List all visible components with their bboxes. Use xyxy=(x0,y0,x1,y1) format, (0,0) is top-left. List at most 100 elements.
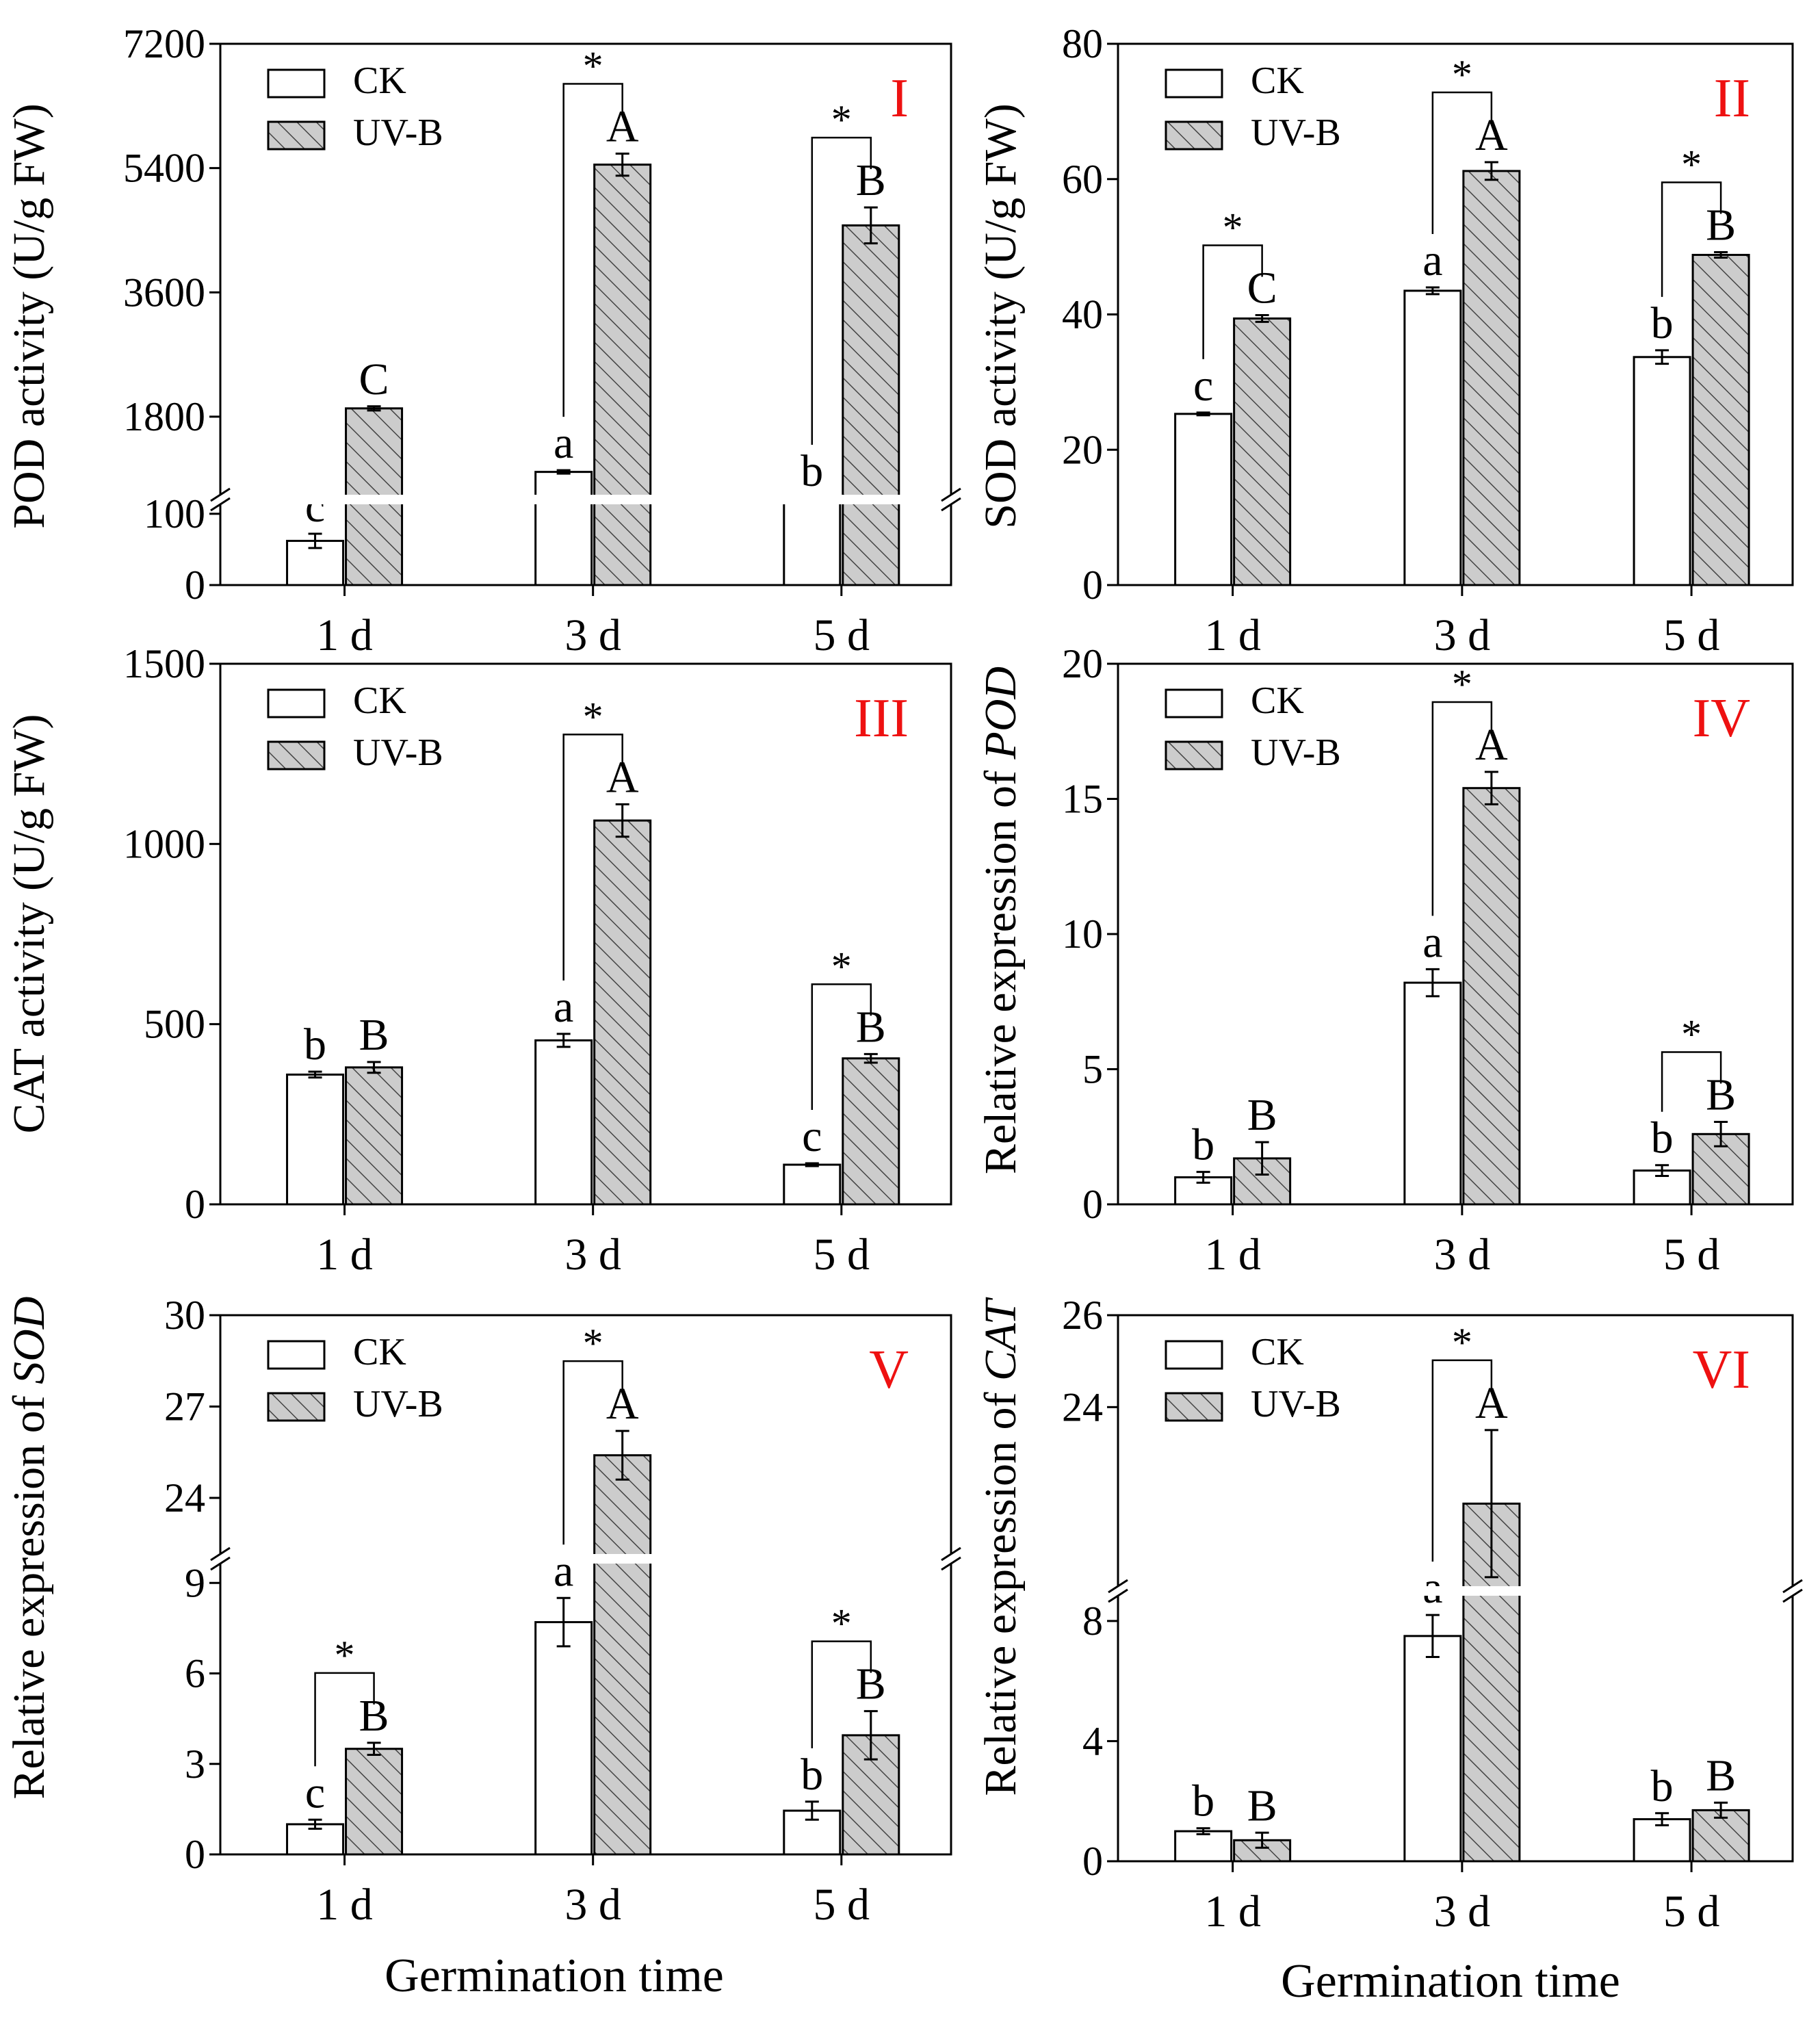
axis-break-mark xyxy=(210,487,231,502)
legend-swatch-ck xyxy=(1165,68,1223,99)
y-axis-label-panel-4-prefix: Relative expression of xyxy=(976,759,1026,1174)
legend-swatch-uvb xyxy=(267,1392,326,1422)
bar-uvb-0 xyxy=(345,1066,404,1206)
y-tick-label: 0 xyxy=(1082,562,1103,608)
bar-uvb-2 xyxy=(842,1057,900,1206)
axis-break-mark xyxy=(210,497,231,512)
y-axis-label-panel-6-prefix: Relative expression of xyxy=(976,1381,1026,1796)
axis-break-mark xyxy=(210,1556,231,1571)
y-tick-label: 0 xyxy=(185,562,205,608)
panel-label: IV xyxy=(1693,688,1750,749)
significance-letter: a xyxy=(554,1546,573,1596)
axis-break-mark xyxy=(210,1546,231,1562)
legend-label-ck: CK xyxy=(1251,679,1304,722)
y-tick-label: 24 xyxy=(164,1475,205,1520)
legend-swatch-ck xyxy=(1165,688,1223,718)
bar-uvb-2 xyxy=(1691,1809,1750,1863)
axis-break-gap xyxy=(223,1554,948,1564)
y-axis-label-panel-6: Relative expression of CAT xyxy=(976,1297,1026,1796)
bar-uvb-0 xyxy=(345,1748,404,1856)
y-tick-label: 5400 xyxy=(123,146,205,191)
significance-letter: c xyxy=(1193,361,1213,411)
y-tick-label: 27 xyxy=(164,1384,205,1429)
significance-star: * xyxy=(1452,1320,1472,1365)
significance-star: * xyxy=(1452,662,1472,707)
y-axis-label-panel-5-prefix: Relative expression of xyxy=(4,1384,54,1800)
significance-letter: b xyxy=(1192,1776,1214,1826)
y-tick-label: 9 xyxy=(185,1560,205,1605)
significance-bracket xyxy=(1661,181,1722,297)
x-tick-label: 5 d xyxy=(814,610,870,660)
significance-star: * xyxy=(831,944,852,989)
x-tick-label: 5 d xyxy=(1663,1887,1720,1937)
legend-label-uvb: UV-B xyxy=(1251,112,1341,154)
x-tick-label: 3 d xyxy=(1434,1230,1491,1280)
y-tick-label: 0 xyxy=(185,1182,205,1227)
significance-bracket xyxy=(1431,91,1493,234)
significance-letter: b xyxy=(1651,1113,1674,1163)
x-tick-label: 1 d xyxy=(1204,1230,1261,1280)
x-tick-label: 3 d xyxy=(1434,1887,1491,1937)
y-axis-label-panel-5: Relative expression of SOD xyxy=(4,1297,54,1800)
significance-star: * xyxy=(1223,205,1243,250)
x-tick-label: 1 d xyxy=(1204,610,1261,660)
legend-label-ck: CK xyxy=(353,60,406,102)
bar-ck-1 xyxy=(534,1039,593,1206)
significance-bracket xyxy=(562,734,623,981)
axis-break-mark xyxy=(941,497,961,512)
y-tick-label: 15 xyxy=(1062,777,1103,822)
y-tick-label: 60 xyxy=(1062,157,1103,202)
significance-star: * xyxy=(831,1601,852,1646)
legend-label-uvb: UV-B xyxy=(353,112,443,154)
bar-uvb-1 xyxy=(1462,170,1521,586)
axis-break-mark xyxy=(1108,1579,1128,1594)
y-tick-label: 20 xyxy=(1062,641,1103,686)
significance-letter: B xyxy=(1247,1090,1277,1140)
significance-bracket xyxy=(1202,244,1263,359)
significance-letter: a xyxy=(1422,917,1442,967)
y-tick-label: 500 xyxy=(144,1002,205,1047)
significance-letter: C xyxy=(359,354,389,404)
legend-label-uvb: UV-B xyxy=(353,731,443,774)
bar-uvb-2 xyxy=(842,224,900,586)
bar-uvb-1 xyxy=(593,164,652,586)
significance-letter: a xyxy=(1422,235,1442,285)
significance-letter: a xyxy=(554,418,573,468)
axis-break-mark xyxy=(941,1556,961,1571)
x-tick-label: 1 d xyxy=(316,1230,373,1280)
y-tick-label: 7200 xyxy=(123,21,205,66)
legend-label-ck: CK xyxy=(353,679,406,722)
x-tick-label: 3 d xyxy=(1434,610,1491,660)
bar-ck-2 xyxy=(783,1163,842,1206)
panel-label: III xyxy=(854,688,909,749)
significance-star: * xyxy=(1681,142,1702,187)
y-tick-label: 1000 xyxy=(123,821,205,866)
x-tick-label: 1 d xyxy=(316,1880,373,1930)
significance-bracket xyxy=(811,136,872,445)
y-tick-label: 100 xyxy=(144,491,205,536)
bar-ck-2 xyxy=(1633,1169,1691,1206)
legend-label-uvb: UV-B xyxy=(1251,731,1341,774)
significance-letter: c xyxy=(802,1111,822,1161)
significance-letter: b xyxy=(801,446,823,496)
significance-letter: b xyxy=(1651,1761,1674,1811)
x-tick-label: 5 d xyxy=(814,1880,870,1930)
y-tick-label: 24 xyxy=(1062,1384,1103,1429)
legend-swatch-uvb xyxy=(1165,1392,1223,1422)
y-axis-label-panel-2: SOD activity (U/g FW) xyxy=(976,103,1026,528)
panel-label: II xyxy=(1714,68,1750,129)
axis-break-mark xyxy=(1782,1579,1803,1594)
y-axis-label-panel-1: POD activity (U/g FW) xyxy=(4,103,54,528)
legend-swatch-ck xyxy=(267,1340,326,1370)
bar-ck-0 xyxy=(1174,413,1233,586)
bar-ck-1 xyxy=(1403,981,1462,1206)
significance-letter: b xyxy=(1192,1120,1214,1170)
legend-swatch-ck xyxy=(267,68,326,99)
x-tick-label: 3 d xyxy=(564,1880,621,1930)
significance-bracket xyxy=(1431,701,1493,916)
significance-letter: b xyxy=(304,1020,326,1070)
